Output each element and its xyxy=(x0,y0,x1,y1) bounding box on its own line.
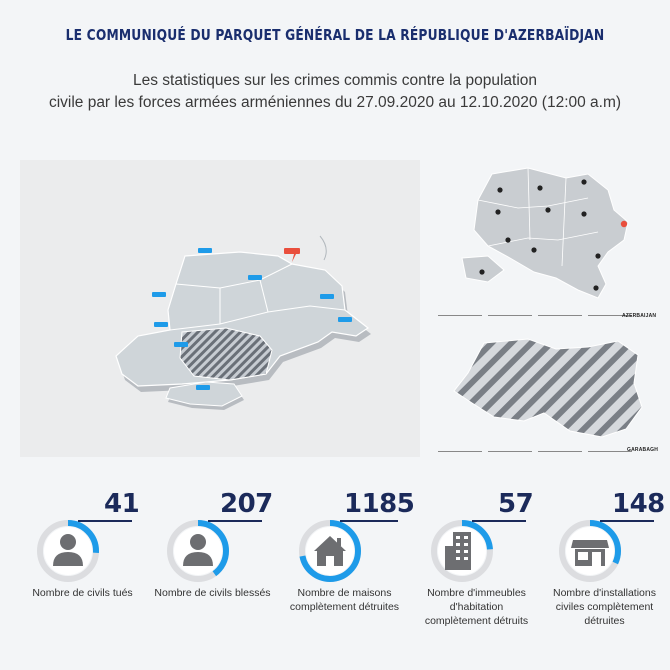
azerbaijan-region-map xyxy=(438,160,660,320)
stat-value: 41 xyxy=(104,489,140,519)
subtitle-line-1: Les statistiques sur les crimes commis c… xyxy=(132,72,538,89)
azerbaijan-map-svg xyxy=(461,167,629,299)
azerbaijan-caption: AZERBAIJAN xyxy=(622,313,657,319)
shop-icon xyxy=(571,540,609,566)
person-icon xyxy=(183,534,213,566)
page-title: Le communiqué du parquet général de la R… xyxy=(65,26,605,44)
progress-ring xyxy=(559,520,621,582)
main-map-panel xyxy=(20,160,420,457)
stat-label: Nombre de civils tués xyxy=(32,587,133,599)
stat-underline xyxy=(78,520,132,522)
map-pins xyxy=(152,248,352,390)
garabagh-region-map xyxy=(438,333,660,458)
garabagh-map-svg xyxy=(453,338,643,438)
stat-card: 207 Nombre de civils blessés xyxy=(150,489,275,662)
stat-underline xyxy=(208,520,262,522)
stat-value: 148 xyxy=(612,489,665,519)
stat-value: 57 xyxy=(498,489,534,519)
progress-ring xyxy=(167,520,229,582)
stat-label: Nombre de civils blessés xyxy=(154,587,271,599)
stat-underline xyxy=(340,520,398,522)
dash-row-top xyxy=(438,315,660,316)
stat-label: Nombre d'installations civiles complèteme… xyxy=(553,587,656,627)
building-icon xyxy=(445,532,471,570)
stat-underline xyxy=(472,520,526,522)
dash-row-bottom xyxy=(438,451,660,452)
stat-card: 41 Nombre de civils tués xyxy=(20,489,145,662)
stat-card: 57 Nombre d'immeubles d'habitation complète… xyxy=(414,489,539,662)
house-icon xyxy=(314,536,346,566)
isometric-map xyxy=(115,235,371,410)
stat-card: 148 Nombre d'installations civiles complèt… xyxy=(542,489,667,662)
stat-label: Nombre d'immeubles d'habitation complèteme… xyxy=(424,587,529,627)
stat-underline xyxy=(600,520,654,522)
stat-card: 1185 Nombre de maisons complètement détrui… xyxy=(282,489,415,662)
stat-value: 207 xyxy=(220,489,273,519)
progress-ring xyxy=(431,520,493,582)
stat-label: Nombre de maisons complètement détruites xyxy=(289,587,400,613)
progress-ring xyxy=(37,520,99,582)
person-icon xyxy=(53,534,83,566)
subtitle-line-2: civile par les forces armées arméniennes… xyxy=(48,94,622,111)
progress-ring xyxy=(299,520,361,582)
page-subtitle: Les statistiques sur les crimes commis c… xyxy=(0,70,670,114)
stat-value: 1185 xyxy=(344,489,415,519)
garabagh-caption: GARABAGH xyxy=(627,447,659,453)
